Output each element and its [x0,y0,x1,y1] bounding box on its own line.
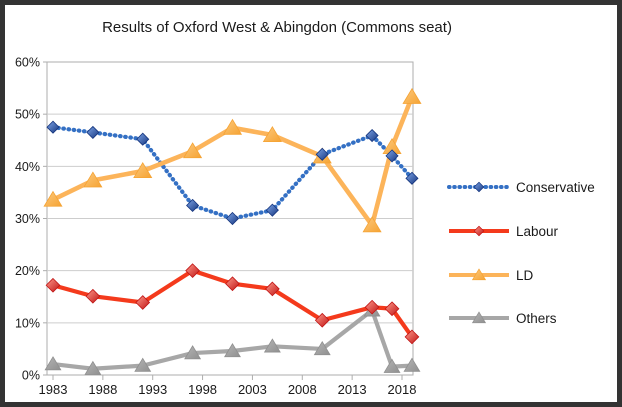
data-point-others [184,345,202,360]
data-point-others [383,358,401,373]
data-point-others [44,356,62,371]
data-point-conservative [136,132,150,146]
data-point-labour [314,312,330,328]
data-point-ld [402,87,422,104]
legend-item-labour: Labour [447,221,558,241]
x-tick-label: 1993 [138,382,167,397]
chart-legend: Conservative Labour LD Others [447,5,612,402]
data-point-conservative [186,198,200,213]
legend-label-others: Others [516,310,557,326]
data-point-labour [265,281,280,297]
legend-label-labour: Labour [516,223,559,239]
y-tick-label: 50% [15,108,40,122]
data-point-labour [364,299,380,315]
data-point-conservative [365,128,379,143]
others-line-sample-icon [449,311,509,324]
data-point-conservative [315,147,329,161]
data-point-labour [45,277,61,293]
data-point-others [313,340,331,356]
y-tick-label: 60% [15,56,40,70]
series-line-conservative [50,125,415,221]
y-tick-label: 30% [15,212,40,226]
legend-item-others: Others [447,308,557,328]
y-tick-label: 20% [15,264,40,278]
data-point-others [84,360,102,375]
x-tick-label: 1983 [39,382,68,397]
data-point-ld [262,126,282,142]
y-tick-label: 40% [15,160,40,174]
x-tick-label: 2018 [388,382,417,397]
data-point-ld [43,190,63,207]
series-line-others [52,308,413,371]
data-point-others [134,357,152,372]
data-point-others [263,338,281,353]
x-tick-label: 1988 [88,382,117,397]
labour-line-sample-icon [449,225,509,237]
chart-title: Results of Oxford West & Abingdon (Commo… [102,19,452,36]
y-tick-label: 10% [15,316,40,330]
x-tick-label: 2013 [338,382,367,397]
data-point-conservative [265,203,279,217]
data-point-labour [384,301,400,317]
legend-item-conservative: Conservative [447,177,595,197]
data-point-labour [225,276,240,292]
data-point-ld [362,216,382,233]
legend-sample-marker [473,225,485,237]
series-line-ld [51,96,415,228]
data-point-labour [404,329,420,345]
data-point-others [403,357,421,372]
data-point-ld [133,162,153,178]
legend-sample-marker [473,181,485,193]
series-line-labour [52,268,414,339]
data-point-ld [183,142,203,159]
data-point-labour [135,295,151,310]
x-tick-label: 2008 [288,382,317,397]
data-point-ld [83,171,103,188]
ld-line-sample-icon [449,268,509,281]
legend-label-conservative: Conservative [516,179,595,195]
legend-label-ld: LD [516,267,534,283]
x-tick-label: 1998 [188,382,217,397]
data-point-ld [222,118,243,135]
legend-sample-marker [471,311,487,324]
data-point-conservative [385,149,399,163]
x-tick-label: 2003 [238,382,267,397]
legend-sample-marker [471,268,487,281]
data-point-labour [85,288,101,304]
data-point-others [224,343,241,358]
y-tick-label: 0% [22,369,40,383]
data-point-conservative [86,125,100,139]
data-point-conservative [46,120,60,134]
data-point-labour [185,263,200,279]
data-point-conservative [225,211,240,226]
legend-item-ld: LD [447,265,533,285]
data-point-conservative [405,171,419,185]
line-chart-plot: 0% 10% 20% 30% 40% 50% 60% 1983 1988 1993 1998 2003… [15,56,422,397]
conservative-line-sample-icon [447,181,511,193]
